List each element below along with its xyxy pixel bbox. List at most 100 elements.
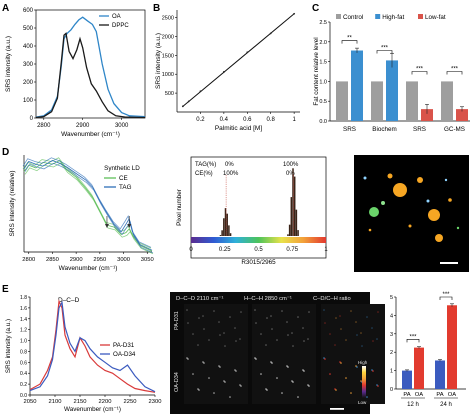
x-tick-label: 0.2 — [196, 117, 205, 123]
map-colorbar — [362, 366, 366, 398]
x-axis-label: Wavenumber (cm⁻¹) — [64, 406, 121, 413]
bar-low-fat — [456, 109, 468, 121]
x-tick-label: 1 — [292, 117, 296, 123]
y-axis-label: SRS intensity (a.u.) — [5, 36, 12, 92]
map-signal — [260, 333, 262, 335]
map-signal — [302, 327, 304, 329]
map-signal — [323, 309, 325, 311]
map-signal — [213, 310, 215, 312]
legend-label: TAG — [119, 184, 132, 191]
map-tile — [321, 352, 385, 404]
x-tick-label: 2250 — [124, 399, 137, 405]
y-tick-label: 0.8 — [20, 349, 27, 355]
series-line-dppc — [35, 32, 146, 119]
bar-control — [406, 81, 418, 121]
y-tick-label: 0.6 — [20, 360, 27, 366]
map-signal — [335, 389, 337, 391]
panel-label-c: C — [312, 3, 319, 14]
table-cell: 100% — [223, 171, 239, 177]
panel-label-a: A — [2, 3, 9, 14]
map-signal — [308, 311, 310, 313]
y-tick-label: 0 — [30, 116, 34, 122]
map-signal — [218, 365, 220, 367]
map-signal — [271, 362, 273, 364]
y-tick-label: 0.5 — [319, 99, 327, 105]
map-signal — [276, 377, 278, 379]
x-tick-label: 0.75 — [286, 247, 298, 253]
map-signal — [324, 358, 326, 360]
map-signal — [240, 311, 242, 313]
map-signal — [302, 369, 304, 371]
map-signal — [372, 370, 374, 372]
map-signal — [371, 327, 373, 329]
y-axis-label: SRS intensity (a.u.) — [155, 33, 162, 89]
map-signal — [334, 388, 336, 390]
fit-line — [182, 13, 295, 107]
significance-stars: ** — [347, 36, 352, 42]
map-signal — [202, 361, 204, 363]
plot-frame — [190, 156, 327, 259]
map-row-label-oa: OA-D34 — [174, 372, 180, 392]
series-line-1 — [29, 300, 156, 393]
series-line-ce — [22, 157, 152, 249]
legend-label: High-fat — [382, 14, 404, 21]
significance-stars: *** — [442, 292, 450, 298]
y-tick-label: 0.4 — [20, 371, 27, 377]
peak-arrow-head — [104, 224, 109, 228]
map-signal — [235, 370, 237, 372]
x-tick-label: 2100 — [49, 399, 62, 405]
lipid-droplet — [369, 207, 379, 217]
map-signal — [297, 396, 299, 398]
y-tick-label: 2 — [390, 350, 393, 356]
map-signal — [360, 380, 362, 382]
x-axis-label: R3015/2965 — [241, 259, 276, 266]
lipid-droplet — [428, 209, 440, 221]
map-signal — [345, 377, 347, 379]
map-signal — [260, 373, 262, 375]
map-signal — [345, 339, 347, 341]
y-axis-label: SRS intensity (a.u.) — [5, 319, 12, 373]
map-signal — [254, 357, 256, 359]
scale-bar — [440, 262, 458, 264]
x-tick-label: 2800 — [22, 257, 35, 263]
lipid-droplet — [417, 177, 423, 183]
y-tick-label: 1.6 — [20, 306, 27, 312]
bar-sublabel: PA — [403, 392, 410, 398]
panel-c-chart: 0.0 0.5 1.0 1.5 2.0 2.5 Fat content relative l… — [313, 14, 470, 133]
series-line-tag — [22, 157, 152, 248]
legend-label: CE — [119, 175, 128, 182]
peak-arrow-head — [127, 224, 132, 228]
x-tick-label: 3000 — [115, 123, 129, 129]
legend-swatch — [336, 14, 341, 19]
y-tick-label: 2500 — [162, 16, 174, 22]
map-signal — [270, 315, 272, 317]
data-point — [246, 51, 249, 54]
y-tick-label: 1.0 — [20, 339, 27, 345]
map-signal — [329, 373, 331, 375]
y-axis-label: Fat content relative level — [313, 37, 320, 105]
bar-sublabel: OA — [448, 392, 457, 398]
colorbar — [191, 237, 326, 243]
legend-label: PA-D31 — [113, 342, 135, 349]
map-signal — [187, 358, 189, 360]
map-tile — [252, 352, 316, 404]
y-tick-label: 1.0 — [319, 79, 327, 85]
y-tick-label: 0.0 — [20, 393, 27, 399]
table-cell: 100% — [283, 162, 299, 168]
bar-oa — [447, 305, 457, 389]
map-signal — [234, 369, 236, 371]
x-tick-label: 0.8 — [267, 117, 276, 123]
map-col-title-dcd: D–C–D 2110 cm⁻¹ — [176, 296, 223, 302]
map-signal — [213, 392, 215, 394]
y-tick-label: 2000 — [162, 34, 174, 40]
lipid-droplet — [444, 178, 448, 182]
map-signal — [266, 389, 268, 391]
droplet-markers — [363, 173, 460, 242]
y-tick-label: 1000 — [162, 72, 174, 78]
map-signal — [286, 365, 288, 367]
y-tick-label: 400 — [23, 44, 34, 50]
map-signal — [339, 361, 341, 363]
map-signal — [203, 362, 205, 364]
map-label-3015: 3015 cm⁻¹ — [356, 244, 387, 251]
map-signal — [224, 381, 226, 383]
